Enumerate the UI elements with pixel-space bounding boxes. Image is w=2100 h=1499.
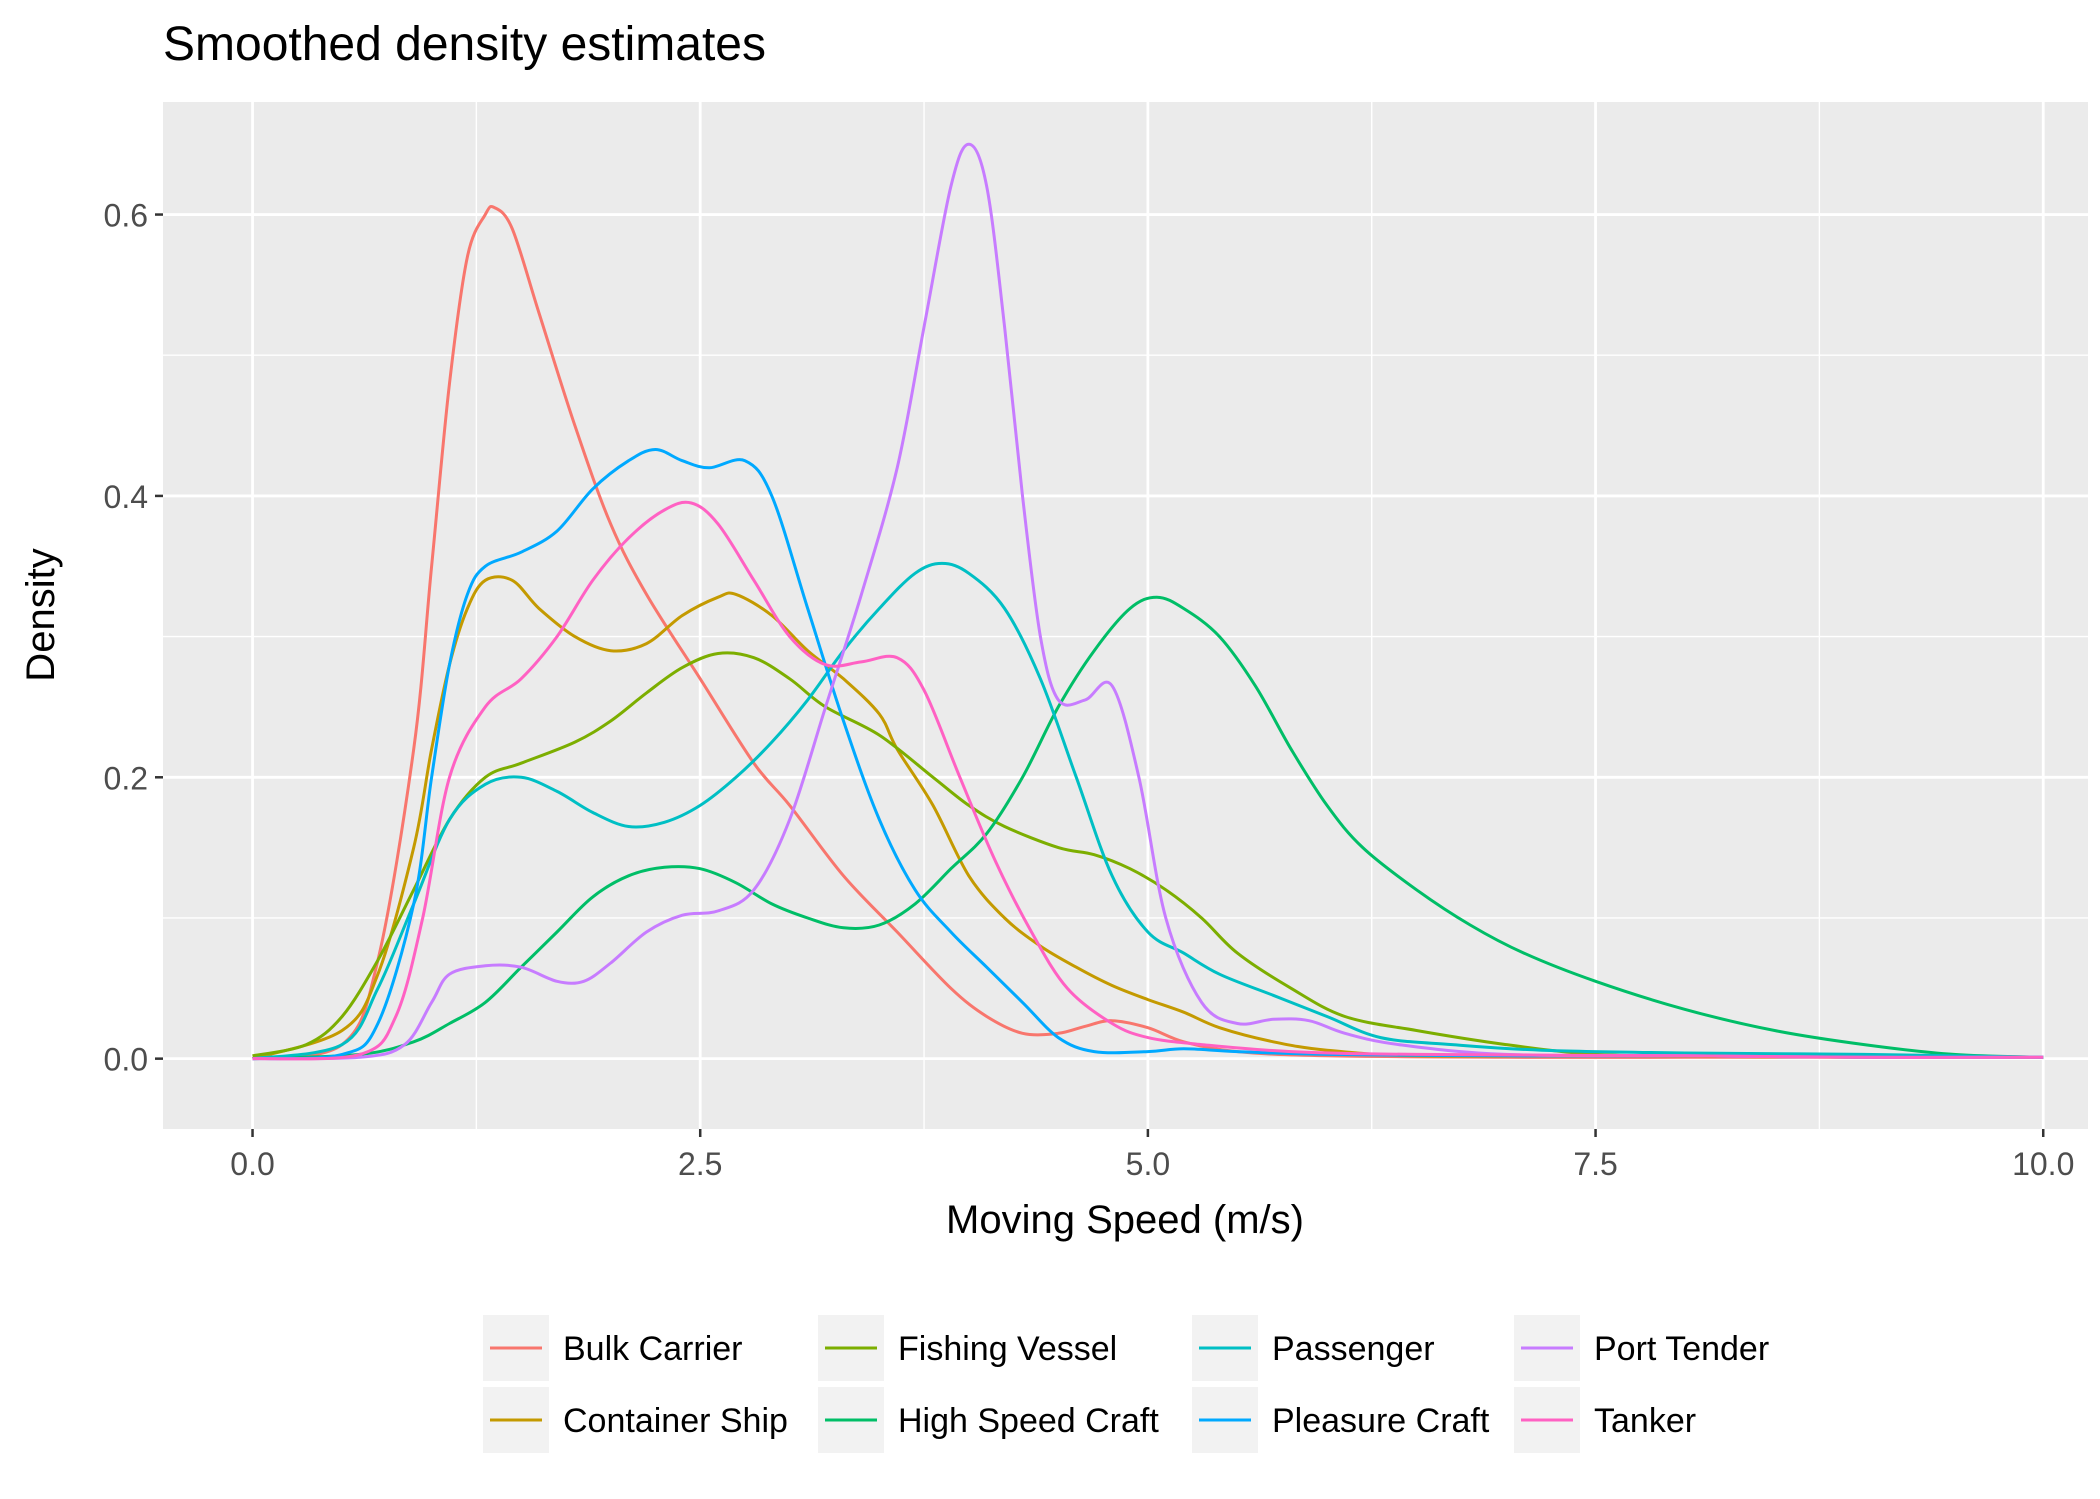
x-tick-label: 7.5 bbox=[1573, 1146, 1617, 1182]
series-line-pleasure-craft bbox=[252, 448, 2044, 1061]
x-tick-label: 10.0 bbox=[2012, 1146, 2074, 1182]
y-axis-label: Density bbox=[19, 548, 63, 681]
y-tick-label: 0.4 bbox=[104, 479, 148, 515]
legend-label: Container Ship bbox=[563, 1402, 788, 1440]
legend-label: Passenger bbox=[1272, 1330, 1435, 1368]
chart-title: Smoothed density estimates bbox=[163, 18, 766, 71]
grid-minor bbox=[163, 102, 2088, 1129]
x-tick-label: 0.0 bbox=[230, 1146, 274, 1182]
legend-label: High Speed Craft bbox=[898, 1402, 1159, 1440]
legend: Bulk Carrier Container Ship Fishing Vessel… bbox=[483, 1315, 1769, 1453]
legend-label: Tanker bbox=[1594, 1402, 1696, 1440]
legend-label: Bulk Carrier bbox=[563, 1330, 742, 1368]
series-line-high-speed-craft bbox=[252, 595, 2044, 1061]
series-lines bbox=[252, 142, 2044, 1061]
x-tick-label: 2.5 bbox=[678, 1146, 722, 1182]
x-tick-label: 5.0 bbox=[1126, 1146, 1170, 1182]
series-line-passenger bbox=[252, 561, 2044, 1061]
legend-label: Fishing Vessel bbox=[898, 1330, 1117, 1368]
series-line-port-tender bbox=[252, 142, 2044, 1061]
x-axis: 0.0 2.5 5.0 7.5 10.0 bbox=[230, 1129, 2074, 1182]
plot-panel bbox=[163, 102, 2088, 1129]
legend-label: Port Tender bbox=[1594, 1330, 1769, 1368]
x-axis-label: Moving Speed (m/s) bbox=[946, 1198, 1304, 1242]
y-tick-label: 0.2 bbox=[104, 760, 148, 796]
legend-label: Pleasure Craft bbox=[1272, 1402, 1490, 1440]
y-tick-label: 0.6 bbox=[104, 198, 148, 234]
y-axis: 0.0 0.2 0.4 0.6 bbox=[104, 198, 163, 1078]
series-line-fishing-vessel bbox=[252, 651, 2044, 1059]
y-tick-label: 0.0 bbox=[104, 1042, 148, 1078]
series-line-tanker bbox=[252, 500, 2044, 1061]
